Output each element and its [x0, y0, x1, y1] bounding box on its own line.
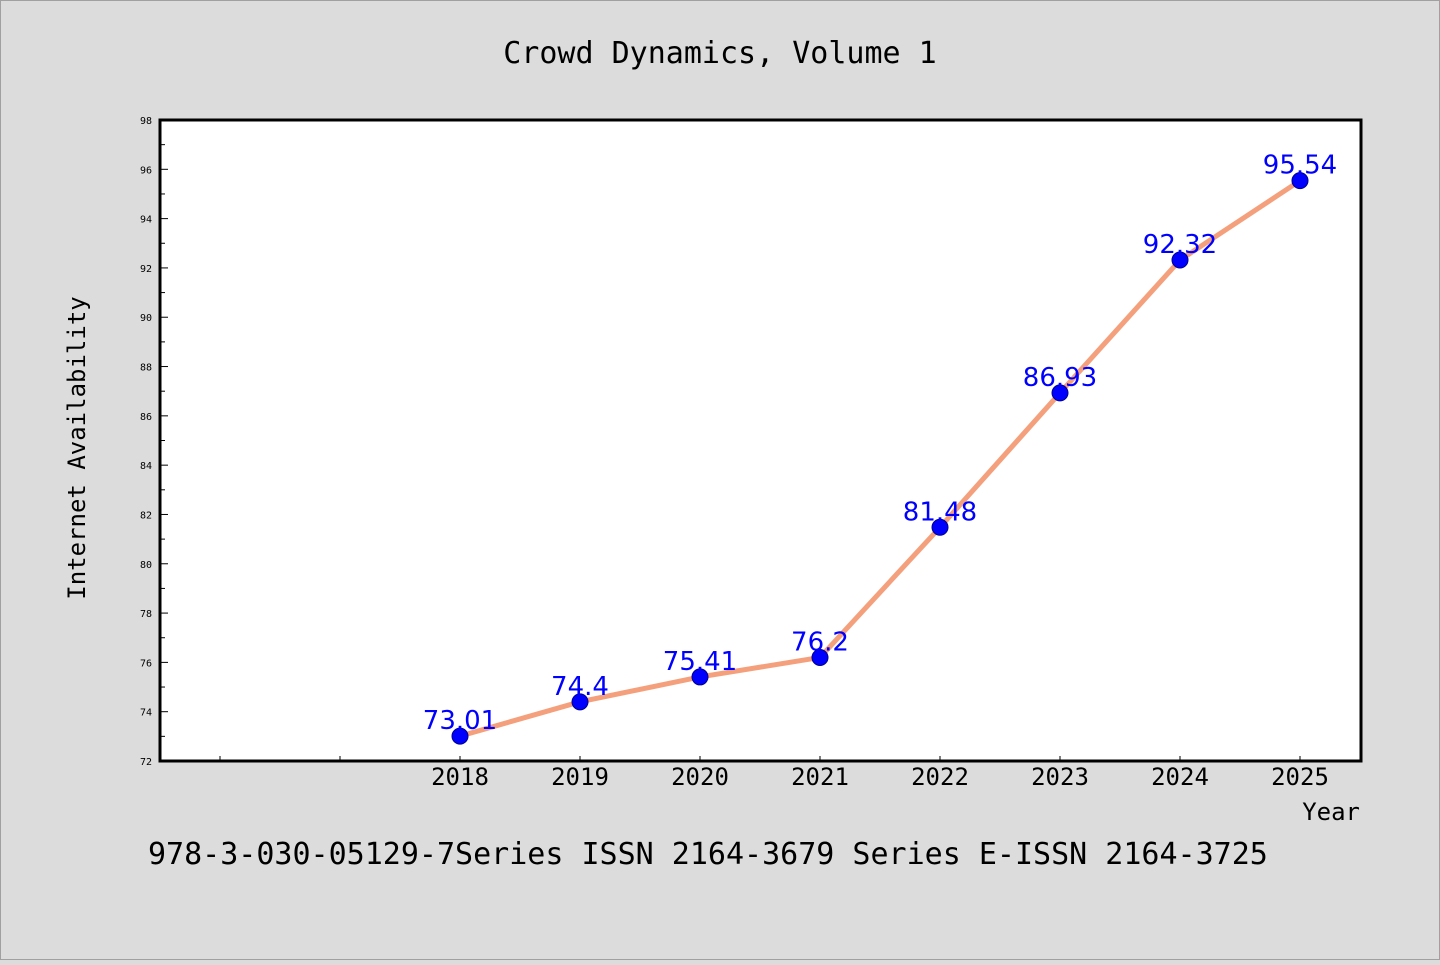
data-point: [571, 693, 589, 711]
y-tick-label: 84: [140, 461, 152, 472]
x-tick-label: 2023: [1031, 763, 1089, 791]
y-tick-label: 72: [140, 757, 152, 768]
y-tick-label: 88: [140, 363, 152, 374]
y-tick-label: 76: [140, 658, 152, 669]
x-tick-label: 2018: [431, 763, 489, 791]
data-point: [1171, 251, 1189, 269]
footer-text: 978-3-030-05129-7Series ISSN 2164-3679 S…: [148, 837, 1268, 872]
y-tick-label: 80: [140, 560, 152, 571]
data-label: 75.41: [663, 647, 737, 677]
y-tick-label: 98: [140, 116, 152, 127]
x-tick-label: 2024: [1151, 763, 1209, 791]
y-tick-label: 78: [140, 609, 152, 620]
data-point: [451, 727, 469, 745]
data-label: 92.32: [1143, 230, 1217, 260]
data-point: [811, 648, 829, 666]
y-tick-label: 96: [140, 165, 152, 176]
data-point: [931, 518, 949, 536]
x-tick-label: 2022: [911, 763, 969, 791]
y-tick-label: 94: [140, 215, 152, 226]
x-tick-label: 2025: [1271, 763, 1329, 791]
y-tick-label: 92: [140, 264, 152, 275]
x-tick-label: 2019: [551, 763, 609, 791]
x-axis-label: Year: [1302, 798, 1360, 826]
data-label: 81.48: [903, 497, 977, 527]
y-tick-label: 86: [140, 412, 152, 423]
data-label: 73.01: [423, 706, 497, 736]
y-axis-label: Internet Availability: [63, 296, 91, 599]
data-label: 76.2: [791, 627, 849, 657]
data-label: 86.93: [1023, 363, 1097, 393]
y-tick-label: 82: [140, 510, 152, 521]
data-point: [1291, 172, 1309, 190]
x-tick-label: 2020: [671, 763, 729, 791]
data-label: 95.54: [1263, 151, 1337, 181]
series-line: [457, 178, 1303, 739]
plot-area: [158, 118, 1363, 763]
y-tick-label: 90: [140, 313, 152, 324]
y-axis: 72 74 76 78 80 82 84 86 88 90 92 94 96 98: [140, 116, 168, 768]
series-layer: 73.01 74.4 75.41 76.2 81.48 86.93 92.32 95.54: [423, 151, 1337, 745]
chart-title: Crowd Dynamics, Volume 1: [503, 36, 936, 71]
x-axis: 2018 2019 2020 2021 2022 2023 2024 2025: [219, 756, 1329, 791]
y-tick-label: 74: [140, 708, 152, 719]
data-label: 74.4: [551, 672, 609, 702]
x-tick-label: 2021: [791, 763, 849, 791]
data-point: [1051, 384, 1069, 402]
data-point: [691, 668, 709, 686]
